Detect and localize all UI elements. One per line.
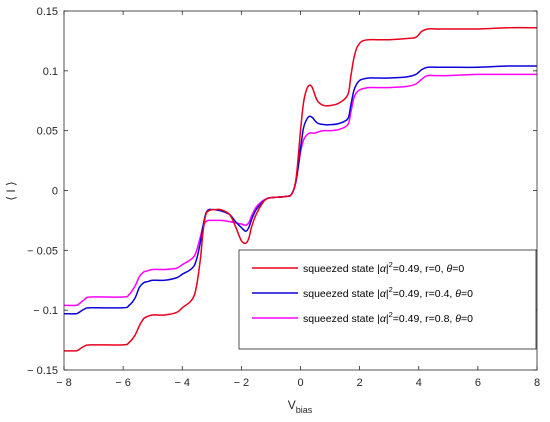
y-tick-label: − 0.15 bbox=[27, 365, 58, 377]
y-axis-label: ⟨ I ⟩ bbox=[4, 181, 18, 200]
y-tick-label: − 0.1 bbox=[33, 305, 58, 317]
x-axis-label-main: V bbox=[288, 398, 296, 412]
y-tick-label: 0.1 bbox=[43, 66, 58, 78]
y-tick-label: − 0.05 bbox=[27, 245, 58, 257]
x-tick-label: − 8 bbox=[56, 377, 72, 389]
legend-entry-0: squeezed state |α|2=0.49, r=0, θ=0 bbox=[303, 260, 464, 275]
x-tick-label: − 6 bbox=[115, 377, 131, 389]
x-axis-label-subscript: bias bbox=[296, 405, 313, 415]
x-tick-label: − 2 bbox=[234, 377, 250, 389]
series-line-0 bbox=[63, 26, 538, 352]
y-tick-label: 0.15 bbox=[37, 6, 58, 18]
x-tick-label: 6 bbox=[475, 377, 481, 389]
x-tick-label: 2 bbox=[357, 377, 363, 389]
tick-label-layer: − 8 − 6 − 4 − 2 0 2 4 6 8 0.15 0.1 0.05 0 − 0.05 − 0.1… bbox=[27, 6, 540, 389]
x-tick-label: 8 bbox=[534, 377, 540, 389]
legend-entry-1: squeezed state |α|2=0.49, r=0.4, θ=0 bbox=[303, 285, 473, 300]
series-layer bbox=[63, 26, 538, 352]
legend: squeezed state |α|2=0.49, r=0, θ=0 squee… bbox=[238, 249, 537, 350]
y-tick-label: 0.05 bbox=[37, 126, 58, 138]
y-tick-label: 0 bbox=[52, 186, 58, 198]
legend-box bbox=[238, 249, 537, 350]
legend-entry-2: squeezed state |α|2=0.49, r=0.8, θ=0 bbox=[303, 310, 473, 325]
x-axis-label: Vbias bbox=[288, 398, 313, 415]
x-tick-label: 4 bbox=[416, 377, 422, 389]
plot-area-frame bbox=[63, 10, 538, 371]
x-tick-label: − 4 bbox=[174, 377, 190, 389]
x-tick-label: 0 bbox=[297, 377, 303, 389]
